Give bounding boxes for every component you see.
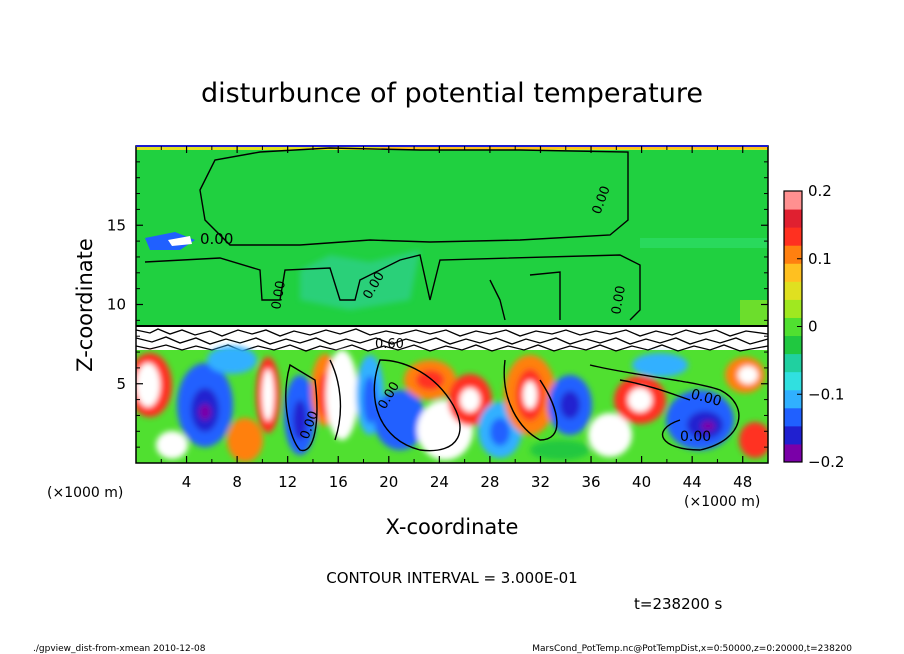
colorbar-swatch	[784, 371, 802, 391]
time-text: t=238200 s	[634, 595, 722, 613]
footer-right: MarsCond_PotTemp.nc@PotTempDist,x=0:5000…	[532, 644, 852, 654]
colorbar-swatch	[784, 353, 802, 373]
interface-white	[136, 326, 768, 350]
x-axis-label: X-coordinate	[386, 515, 519, 539]
contour-label: 0.00	[200, 230, 233, 248]
colorbar-tick-label: 0.2	[808, 182, 832, 200]
y-axis-label: Z-coordinate	[73, 238, 97, 372]
plot-area: 0.00 0.00 0.00 0.00 0.00 0.00 0.00 0.00 …	[136, 146, 768, 463]
colorbar-swatch	[784, 299, 802, 318]
x-tick-label: 28	[480, 473, 499, 491]
y-axis-unit: (×1000 m)	[47, 485, 123, 501]
contour-label: 0.60	[375, 337, 404, 352]
colorbar-tick-label: 0	[808, 318, 818, 336]
x-tick-label: 36	[581, 473, 600, 491]
x-tick-label: 20	[379, 473, 398, 491]
contour-lines	[144, 147, 740, 452]
x-tick-label: 24	[430, 473, 449, 491]
y-tick-label: 15	[107, 216, 126, 234]
colorbar-swatch	[784, 335, 802, 355]
y-axis-ticks: 5 10 15	[107, 161, 768, 448]
lower-turbulence	[136, 346, 768, 462]
contour-label: 0.00	[609, 285, 629, 316]
upper-top-band-orange	[380, 146, 768, 149]
colorbar-tick-label: −0.2	[808, 453, 844, 471]
upper-white-patch	[168, 236, 192, 246]
x-tick-label: 48	[733, 473, 752, 491]
x-tick-label: 40	[632, 473, 651, 491]
contour-label: 0.00	[689, 386, 723, 410]
upper-right-light	[640, 238, 768, 248]
colorbar-swatch	[784, 443, 802, 463]
footer-left: ./gpview_dist-from-xmean 2010-12-08	[33, 644, 206, 654]
contour-label: 0.00	[680, 429, 711, 445]
y-tick-label: 10	[107, 296, 126, 314]
colorbar-swatch	[784, 263, 802, 282]
x-tick-label: 44	[683, 473, 702, 491]
upper-field	[136, 146, 768, 326]
colorbar-tick-label: 0.1	[808, 250, 832, 268]
x-axis-ticks: 4 8 12 16 20 24 28 32 36 40 44 48	[160, 146, 752, 491]
x-tick-label: 12	[278, 473, 297, 491]
colorbar-ticks: 0.2 0.1 0 −0.1 −0.2	[797, 182, 844, 471]
colorbar-swatch	[784, 209, 802, 228]
colorbar-swatch	[784, 227, 802, 246]
x-tick-label: 8	[232, 473, 242, 491]
colorbar-tick-label: −0.1	[808, 385, 844, 403]
colorbar-swatch	[784, 425, 802, 445]
contour-interval-text: CONTOUR INTERVAL = 3.000E-01	[326, 569, 577, 587]
colorbar-swatch	[784, 317, 802, 337]
colorbar-swatch	[784, 191, 802, 210]
x-tick-label: 4	[182, 473, 192, 491]
x-tick-label: 32	[531, 473, 550, 491]
contour-label: 0.00	[269, 280, 289, 311]
colorbar-swatch	[784, 281, 802, 300]
x-axis-unit: (×1000 m)	[684, 494, 760, 510]
upper-right-yellow	[740, 300, 768, 325]
chart-title: disturbunce of potential temperature	[201, 78, 703, 109]
colorbar-swatch	[784, 389, 802, 409]
y-tick-label: 5	[116, 375, 126, 393]
colorbar-swatch	[784, 245, 802, 264]
x-tick-label: 16	[329, 473, 348, 491]
colorbar-swatch	[784, 407, 802, 427]
